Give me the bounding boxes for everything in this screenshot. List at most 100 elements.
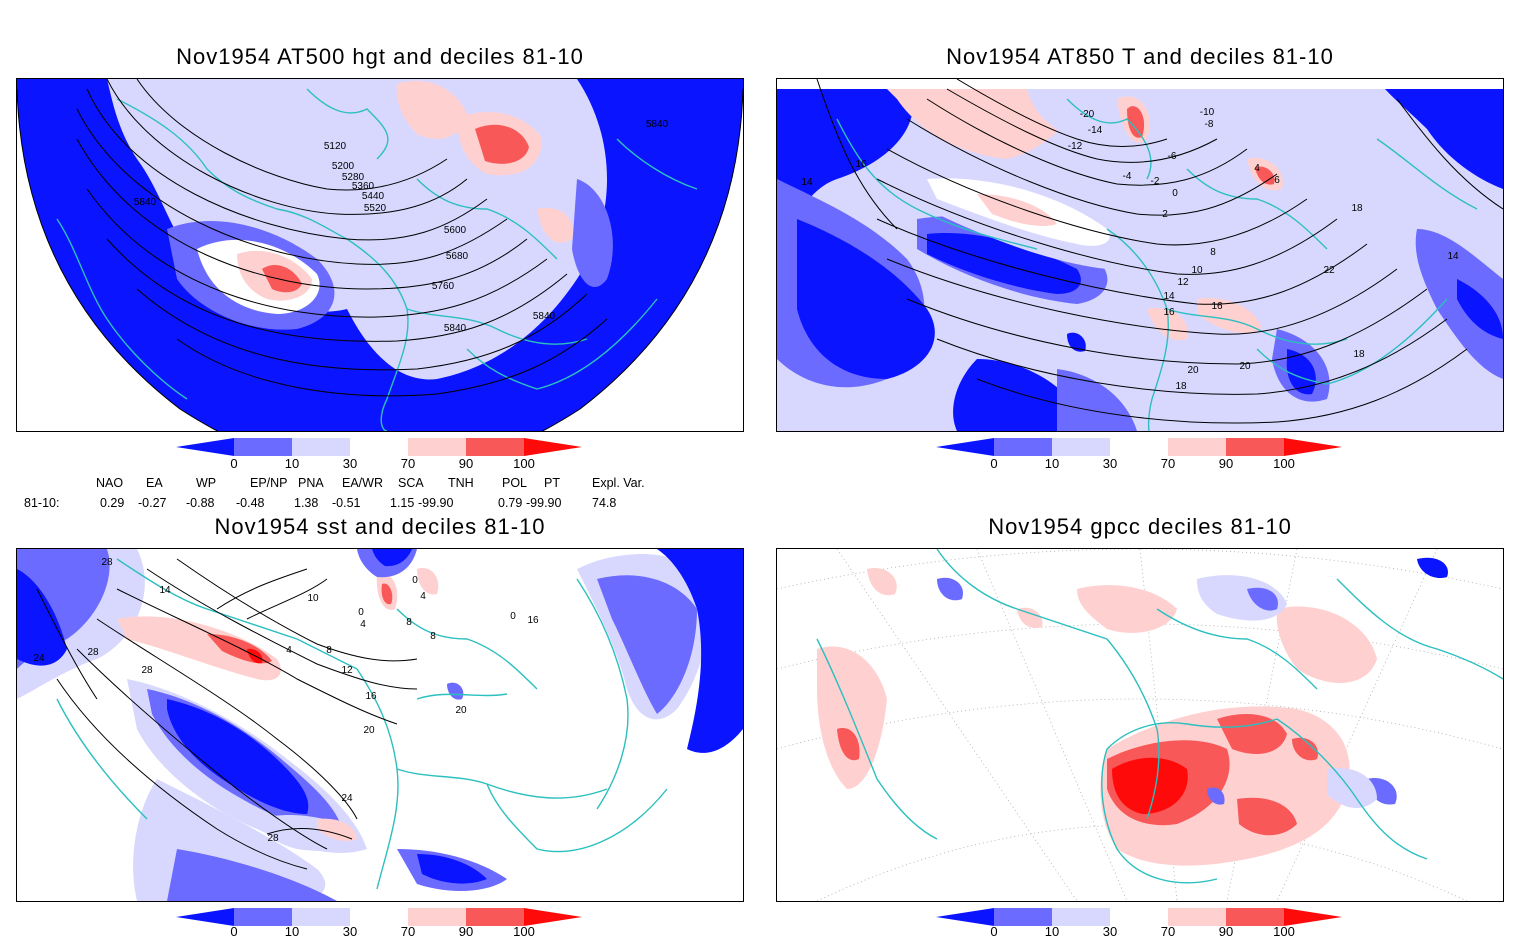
contour-label: 14: [801, 177, 813, 188]
contour-label: -8: [1205, 119, 1214, 130]
contour-label: 18: [1353, 349, 1365, 360]
colorbar-t850-tick: 0: [990, 456, 998, 471]
contour-label: 18: [1351, 203, 1363, 214]
contour-label: 5520: [364, 203, 387, 214]
contour-label: 5120: [324, 141, 347, 152]
colorbar-t850-tick: 70: [1160, 456, 1176, 471]
contour-label: 24: [341, 793, 353, 804]
contour-label: -6: [1168, 151, 1177, 162]
contour-label: 8: [406, 617, 412, 628]
panel-title-sst: Nov1954 sst and deciles 81-10: [214, 514, 546, 539]
contour-label: 5840: [646, 119, 669, 130]
colorbar-gpcc-tick: 70: [1160, 924, 1176, 939]
contour-label: 8: [1210, 247, 1216, 258]
teleconn-value: -0.51: [332, 496, 361, 510]
contour-label: 20: [1239, 361, 1251, 372]
map-sst-svg: 28 24 28 28 14 10 4 8 12 16 20 20 24 28 …: [17, 549, 743, 901]
teleconn-value: -99.90: [418, 496, 454, 510]
colorbar-gpcc-tick: 10: [1044, 924, 1060, 939]
contour-label: -2: [1151, 176, 1160, 187]
colorbar-hgt: [176, 438, 582, 456]
contour-label: 5840: [134, 197, 157, 208]
contour-label: 4: [1254, 163, 1260, 174]
contour-label: 22: [1323, 265, 1335, 276]
teleconn-header: TNH: [448, 476, 474, 490]
map-panel-sst: 28 24 28 28 14 10 4 8 12 16 20 20 24 28 …: [16, 548, 744, 902]
map-t850-svg: -20 -14 -12 -10 -8 -6 -4 -2 0 2 4 6 8 10…: [777, 79, 1503, 431]
contour-label: 16: [527, 615, 539, 626]
teleconn-header: EA/WR: [342, 476, 383, 490]
map-panel-t850: -20 -14 -12 -10 -8 -6 -4 -2 0 2 4 6 8 10…: [776, 78, 1504, 432]
contour-label: 12: [1177, 277, 1189, 288]
contour-label: 5840: [444, 323, 467, 334]
teleconn-header: PT: [544, 476, 560, 490]
contour-label: -4: [1123, 171, 1132, 182]
contour-label: 5360: [352, 181, 375, 192]
colorbar-gpcc-tick: 90: [1218, 924, 1234, 939]
teleconn-header: PNA: [298, 476, 324, 490]
colorbar-sst-tick: 10: [284, 924, 300, 939]
teleconnection-table: NAO EA WP EP/NP PNA EA/WR SCA TNH POL PT…: [0, 472, 760, 514]
contour-label: 14: [1447, 251, 1459, 262]
contour-label: 20: [363, 725, 375, 736]
colorbar-t850-tick: 100: [1273, 456, 1295, 471]
panel-title-t850: Nov1954 AT850 T and deciles 81-10: [946, 44, 1334, 69]
contour-label: 14: [1163, 291, 1175, 302]
teleconn-header: EA: [146, 476, 163, 490]
contour-label: 28: [87, 647, 99, 658]
contour-label: 8: [326, 645, 332, 656]
contour-label: -14: [1088, 125, 1103, 136]
contour-label: 5840: [533, 311, 556, 322]
teleconn-value: 1.38: [294, 496, 319, 510]
teleconn-header: SCA: [398, 476, 424, 490]
colorbar-sst: [176, 908, 582, 926]
contour-label: -20: [1080, 109, 1095, 120]
colorbar-gpcc: [936, 908, 1342, 926]
teleconn-header: Expl. Var.: [592, 476, 645, 490]
colorbar-t850: [936, 438, 1342, 456]
contour-label: 28: [267, 833, 279, 844]
teleconn-value: -0.48: [236, 496, 265, 510]
contour-label: -12: [1068, 141, 1083, 152]
panel-title-hgt: Nov1954 AT500 hgt and deciles 81-10: [176, 44, 584, 69]
contour-label: 6: [1274, 175, 1280, 186]
colorbar-hgt-tick: 30: [342, 456, 358, 471]
colorbar-gpcc-tick: 0: [990, 924, 998, 939]
colorbar-hgt-tick: 10: [284, 456, 300, 471]
contour-label: 5600: [444, 225, 467, 236]
contour-label: 4: [286, 645, 292, 656]
contour-label: 2: [1162, 209, 1168, 220]
contour-label: 8: [430, 631, 436, 642]
teleconn-header: POL: [502, 476, 528, 490]
map-panel-gpcc: [776, 548, 1504, 902]
contour-label: 5280: [342, 172, 365, 183]
contour-label: 5760: [432, 281, 455, 292]
contour-label: 20: [1187, 365, 1199, 376]
teleconn-value: 74.8: [592, 496, 617, 510]
map-gpcc-svg: [777, 549, 1503, 901]
contour-label: 4: [360, 619, 366, 630]
teleconn-value: -99.90: [526, 496, 562, 510]
colorbar-t850-tick: 90: [1218, 456, 1234, 471]
teleconn-row-label: 81-10:: [24, 496, 60, 510]
colorbar-hgt-tick: 70: [400, 456, 416, 471]
teleconn-value: -0.88: [186, 496, 215, 510]
colorbar-t850-tick: 30: [1102, 456, 1118, 471]
colorbar-hgt-tick: 100: [513, 456, 535, 471]
colorbar-sst-tick: 100: [513, 924, 535, 939]
map-hgt-svg: 5120 5200 5280 5360 5440 5520 5600 5680 …: [17, 79, 743, 431]
contour-label: 4: [420, 591, 426, 602]
teleconn-value: 0.79: [498, 496, 523, 510]
teleconn-value: -0.27: [138, 496, 167, 510]
map-panel-hgt: 5120 5200 5280 5360 5440 5520 5600 5680 …: [16, 78, 744, 432]
teleconn-value: 0.29: [100, 496, 125, 510]
contour-label: 14: [159, 585, 171, 596]
teleconn-value: 1.15: [390, 496, 415, 510]
colorbar-t850-tick: 10: [1044, 456, 1060, 471]
contour-label: 10: [307, 593, 319, 604]
contour-label: 16: [1163, 307, 1175, 318]
colorbar-hgt-tick: 0: [230, 456, 238, 471]
teleconn-header: NAO: [96, 476, 124, 490]
contour-label: 5440: [362, 191, 385, 202]
colorbar-sst-tick: 0: [230, 924, 238, 939]
